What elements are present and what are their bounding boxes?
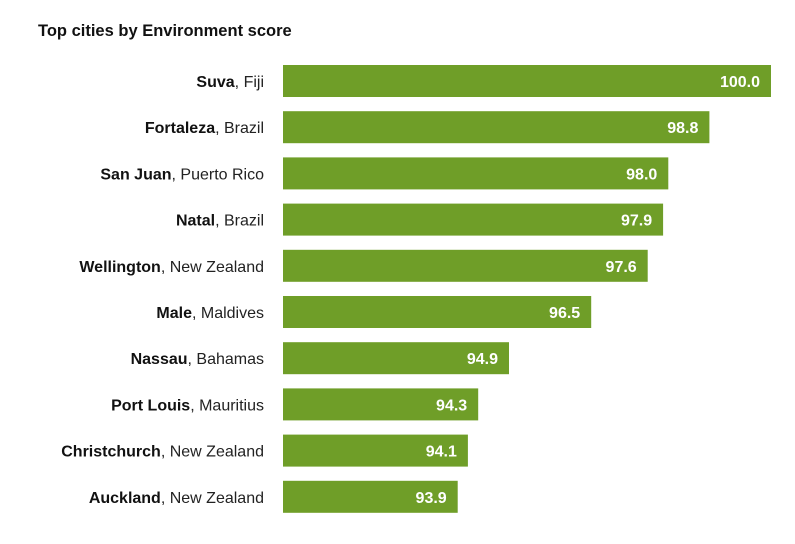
value-label-port-louis: 94.3 — [436, 397, 467, 414]
category-city: Wellington — [79, 259, 160, 276]
value-label-wellington: 97.6 — [606, 259, 637, 276]
chart-title: Top cities by Environment score — [38, 22, 292, 40]
category-city: Suva — [196, 74, 234, 91]
bar-nassau — [283, 342, 509, 375]
category-country: , Brazil — [215, 120, 264, 137]
category-country: , New Zealand — [161, 490, 264, 507]
value-label-nassau: 94.9 — [467, 351, 498, 368]
value-label-suva: 100.0 — [720, 74, 760, 91]
category-city: Nassau — [131, 351, 188, 368]
bar-natal — [283, 203, 664, 236]
value-label-natal: 97.9 — [621, 213, 652, 230]
category-label-nassau: Nassau, Bahamas — [131, 351, 264, 368]
category-city: Fortaleza — [145, 120, 215, 137]
category-label-auckland: Auckland, New Zealand — [89, 490, 264, 507]
category-label-christchurch: Christchurch, New Zealand — [61, 444, 264, 461]
category-city: Auckland — [89, 490, 161, 507]
bar-auckland — [283, 480, 458, 513]
bar-fortaleza — [283, 111, 710, 144]
category-city: Natal — [176, 213, 215, 230]
category-country: , Mauritius — [190, 397, 264, 414]
category-country: , Bahamas — [188, 351, 264, 368]
category-city: Male — [156, 305, 192, 322]
value-label-christchurch: 94.1 — [426, 444, 457, 461]
category-label-san-juan: San Juan, Puerto Rico — [100, 166, 264, 183]
bar-port-louis — [283, 388, 479, 421]
bar-wellington — [283, 249, 648, 282]
category-city: Port Louis — [111, 397, 190, 414]
category-country: , New Zealand — [161, 444, 264, 461]
category-label-fortaleza: Fortaleza, Brazil — [145, 120, 264, 137]
category-city: San Juan — [100, 166, 171, 183]
category-label-suva: Suva, Fiji — [196, 74, 264, 91]
category-city: Christchurch — [61, 444, 161, 461]
category-country: , Fiji — [235, 74, 264, 91]
value-label-auckland: 93.9 — [416, 490, 447, 507]
bar-suva — [283, 65, 771, 97]
category-country: , Maldives — [192, 305, 264, 322]
category-label-port-louis: Port Louis, Mauritius — [111, 397, 264, 414]
bar-san-juan — [283, 157, 669, 190]
category-country: , Puerto Rico — [172, 166, 265, 183]
value-label-san-juan: 98.0 — [626, 166, 657, 183]
bar-male — [283, 296, 592, 328]
category-country: , New Zealand — [161, 259, 264, 276]
category-label-wellington: Wellington, New Zealand — [79, 259, 264, 276]
category-label-male: Male, Maldives — [156, 305, 264, 322]
category-country: , Brazil — [215, 213, 264, 230]
bar-christchurch — [283, 434, 468, 467]
value-label-fortaleza: 98.8 — [667, 120, 698, 137]
category-label-natal: Natal, Brazil — [176, 213, 264, 230]
value-label-male: 96.5 — [549, 305, 580, 322]
